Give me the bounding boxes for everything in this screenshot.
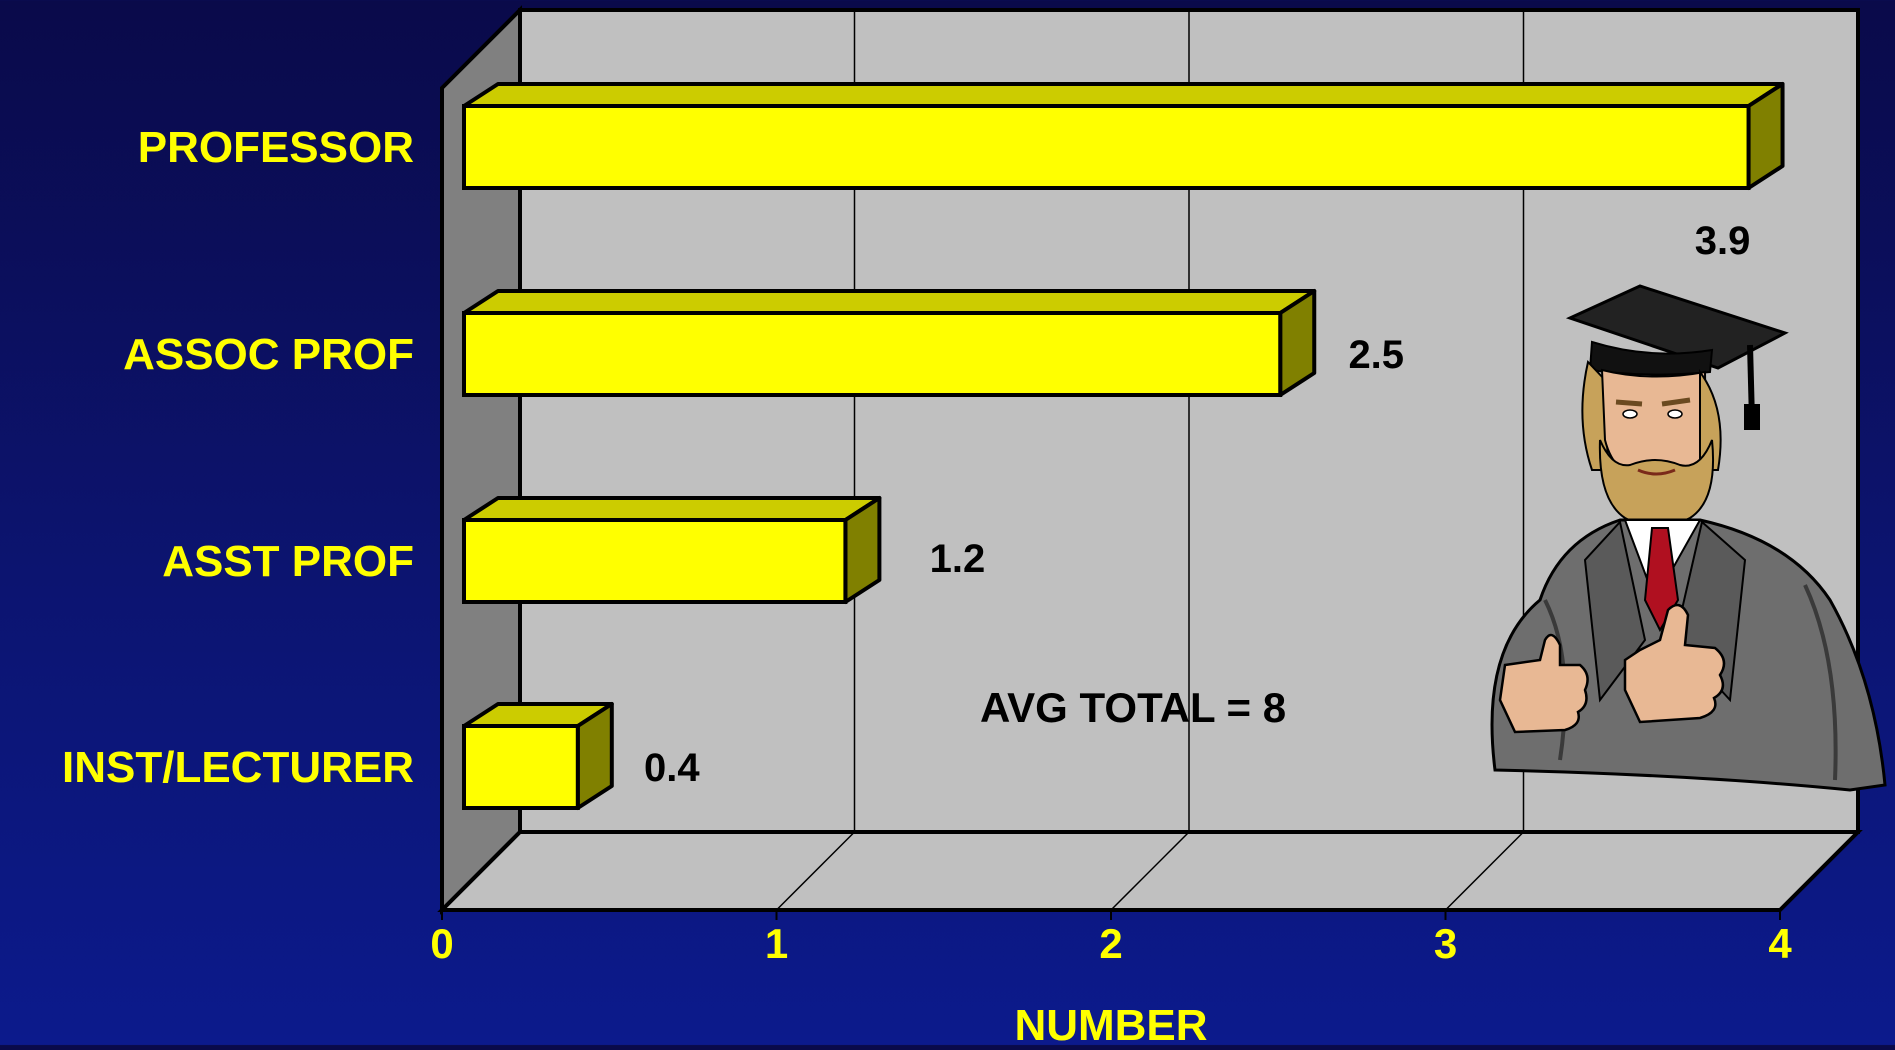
- cap-board: [1565, 284, 1789, 370]
- category-label-assoc-prof: ASSOC PROF: [123, 330, 414, 379]
- labels-group: 0 1 2 3 4 PROFESSOR 3.9 ASSOC PROF 2.5 ASST PROF 1…: [62, 123, 1792, 1050]
- value-label-professor: 3.9: [1695, 219, 1751, 263]
- gridline-floor: [775, 831, 856, 911]
- x-tick-label-1: 1: [765, 920, 788, 967]
- bar-front-face: [462, 311, 1283, 397]
- professor-illustration: [1490, 284, 1887, 792]
- value-label-inst-lecturer: 0.4: [644, 746, 700, 790]
- x-tick-label-2: 2: [1099, 920, 1122, 967]
- gridline-floor: [1444, 831, 1525, 911]
- professor-mouth: [1637, 468, 1676, 476]
- bar-assoc-prof: [462, 289, 1317, 397]
- bar-top-face: [462, 289, 1317, 315]
- thumb-left-icon: [1498, 633, 1589, 734]
- bar-front-face: [462, 104, 1751, 190]
- value-label-assoc-prof: 2.5: [1348, 333, 1404, 377]
- x-tick-label-3: 3: [1434, 920, 1457, 967]
- bars-group: [462, 82, 1785, 810]
- category-label-asst-prof: ASST PROF: [162, 537, 414, 586]
- bar-professor: [462, 82, 1785, 190]
- avg-total-annotation: AVG TOTAL = 8: [980, 684, 1286, 731]
- thumb-right-icon: [1623, 603, 1726, 724]
- cap-tassel-end: [1744, 404, 1760, 430]
- professor-beard: [1598, 439, 1715, 528]
- bar-front-face: [462, 724, 580, 810]
- x-tick-label-4: 4: [1768, 920, 1792, 967]
- bar-asst-prof: [462, 496, 882, 604]
- x-axis-title: NUMBER: [1014, 1001, 1207, 1045]
- category-label-professor: PROFESSOR: [138, 123, 414, 172]
- value-label-asst-prof: 1.2: [930, 537, 986, 581]
- bar-inst-lecturer: [462, 702, 614, 810]
- category-label-inst-lecturer: INST/LECTURER: [62, 743, 414, 792]
- professor-hair-right: [1699, 368, 1722, 471]
- bar-top-face: [462, 82, 1785, 108]
- professor-eye-right: [1667, 409, 1683, 419]
- professor-gown-fold-right: [1803, 584, 1838, 781]
- professor-brows: [1615, 397, 1691, 407]
- bar-front-face: [462, 518, 848, 604]
- professor-eye-left: [1622, 409, 1638, 419]
- x-tick-label-0: 0: [430, 920, 453, 967]
- gridline-floor: [1110, 831, 1190, 911]
- bar-top-face: [462, 496, 882, 522]
